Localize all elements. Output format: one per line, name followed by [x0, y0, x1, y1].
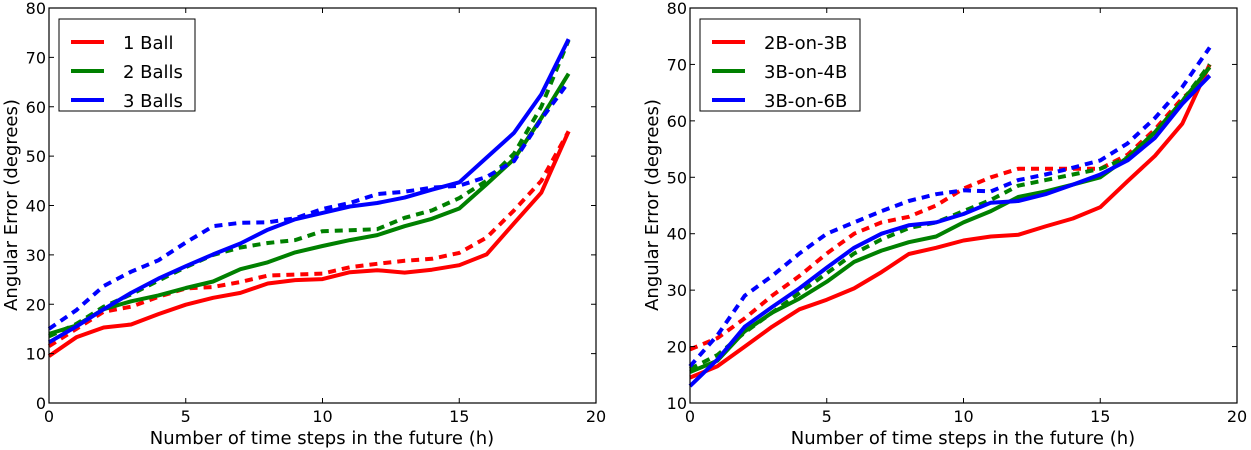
- series-line-2b-on-3b: [689, 63, 1212, 380]
- y-tick-label: 50: [26, 147, 46, 166]
- legend: 1 Ball 2 Balls 3 Balls: [58, 18, 196, 112]
- legend-box: [699, 18, 861, 112]
- y-axis-label: Angular Error (degrees): [642, 99, 663, 311]
- y-tick-label: 80: [667, 0, 687, 18]
- y-tick-label: 30: [26, 246, 46, 265]
- series-line-1-ball: [47, 130, 571, 358]
- x-tick-label: 10: [953, 407, 973, 426]
- x-tick-label: 0: [44, 407, 54, 426]
- series-line-3b-on-6b: [688, 74, 1212, 388]
- x-tick-label: 5: [181, 407, 191, 426]
- series-group: [47, 38, 571, 358]
- y-tick-label: 0: [36, 394, 46, 413]
- legend-label: 1 Ball: [123, 33, 174, 54]
- y-tick-label: 40: [667, 225, 687, 244]
- y-tick-label: 60: [667, 112, 687, 131]
- series-line-3b-on-4b-dashed: [689, 63, 1212, 371]
- x-tick-label: 10: [312, 407, 332, 426]
- legend-box: [58, 18, 196, 112]
- y-tick-label: 70: [26, 48, 46, 67]
- series-line-3-balls: [47, 38, 571, 345]
- legend-label: 3B-on-6B: [764, 91, 847, 112]
- x-tick-label: 15: [449, 407, 469, 426]
- legend-label: 3B-on-4B: [764, 62, 847, 83]
- legend: 2B-on-3B 3B-on-4B 3B-on-6B: [699, 18, 861, 112]
- x-axis-label: Number of time steps in the future (h): [150, 428, 494, 449]
- y-tick-label: 20: [667, 338, 687, 357]
- legend-label: 2B-on-3B: [764, 33, 847, 54]
- series-line-3b-on-6b-dashed: [688, 46, 1212, 368]
- y-tick-label: 80: [26, 0, 46, 18]
- y-tick-label: 40: [26, 197, 46, 216]
- series-group: [688, 46, 1212, 388]
- x-tick-label: 20: [1227, 407, 1247, 426]
- series-line-2-balls-dashed: [48, 39, 571, 339]
- legend-label: 2 Balls: [123, 62, 183, 83]
- chart-right: Angular Error (degrees) Number of time s…: [642, 0, 1247, 449]
- y-axis-label: Angular Error (degrees): [1, 99, 22, 311]
- series-line-2b-on-3b-dashed: [689, 74, 1211, 352]
- x-tick-label: 0: [685, 407, 695, 426]
- x-tick-label: 20: [586, 407, 606, 426]
- y-tick-label: 10: [667, 394, 687, 413]
- x-axis-label: Number of time steps in the future (h): [791, 428, 1135, 449]
- y-tick-label: 70: [667, 55, 687, 74]
- y-tick-label: 60: [26, 98, 46, 117]
- x-tick-label: 5: [822, 407, 832, 426]
- series-line-1-ball-dashed: [47, 130, 571, 348]
- legend-label: 3 Balls: [123, 91, 183, 112]
- series-line-2-balls: [48, 72, 571, 336]
- y-tick-label: 10: [26, 345, 46, 364]
- x-tick-label: 15: [1090, 407, 1110, 426]
- chart-left: Angular Error (degrees) Number of time s…: [1, 0, 606, 449]
- series-line-3-balls-dashed: [47, 80, 571, 331]
- y-tick-label: 50: [667, 168, 687, 187]
- y-tick-label: 20: [26, 295, 46, 314]
- y-tick-label: 30: [667, 281, 687, 300]
